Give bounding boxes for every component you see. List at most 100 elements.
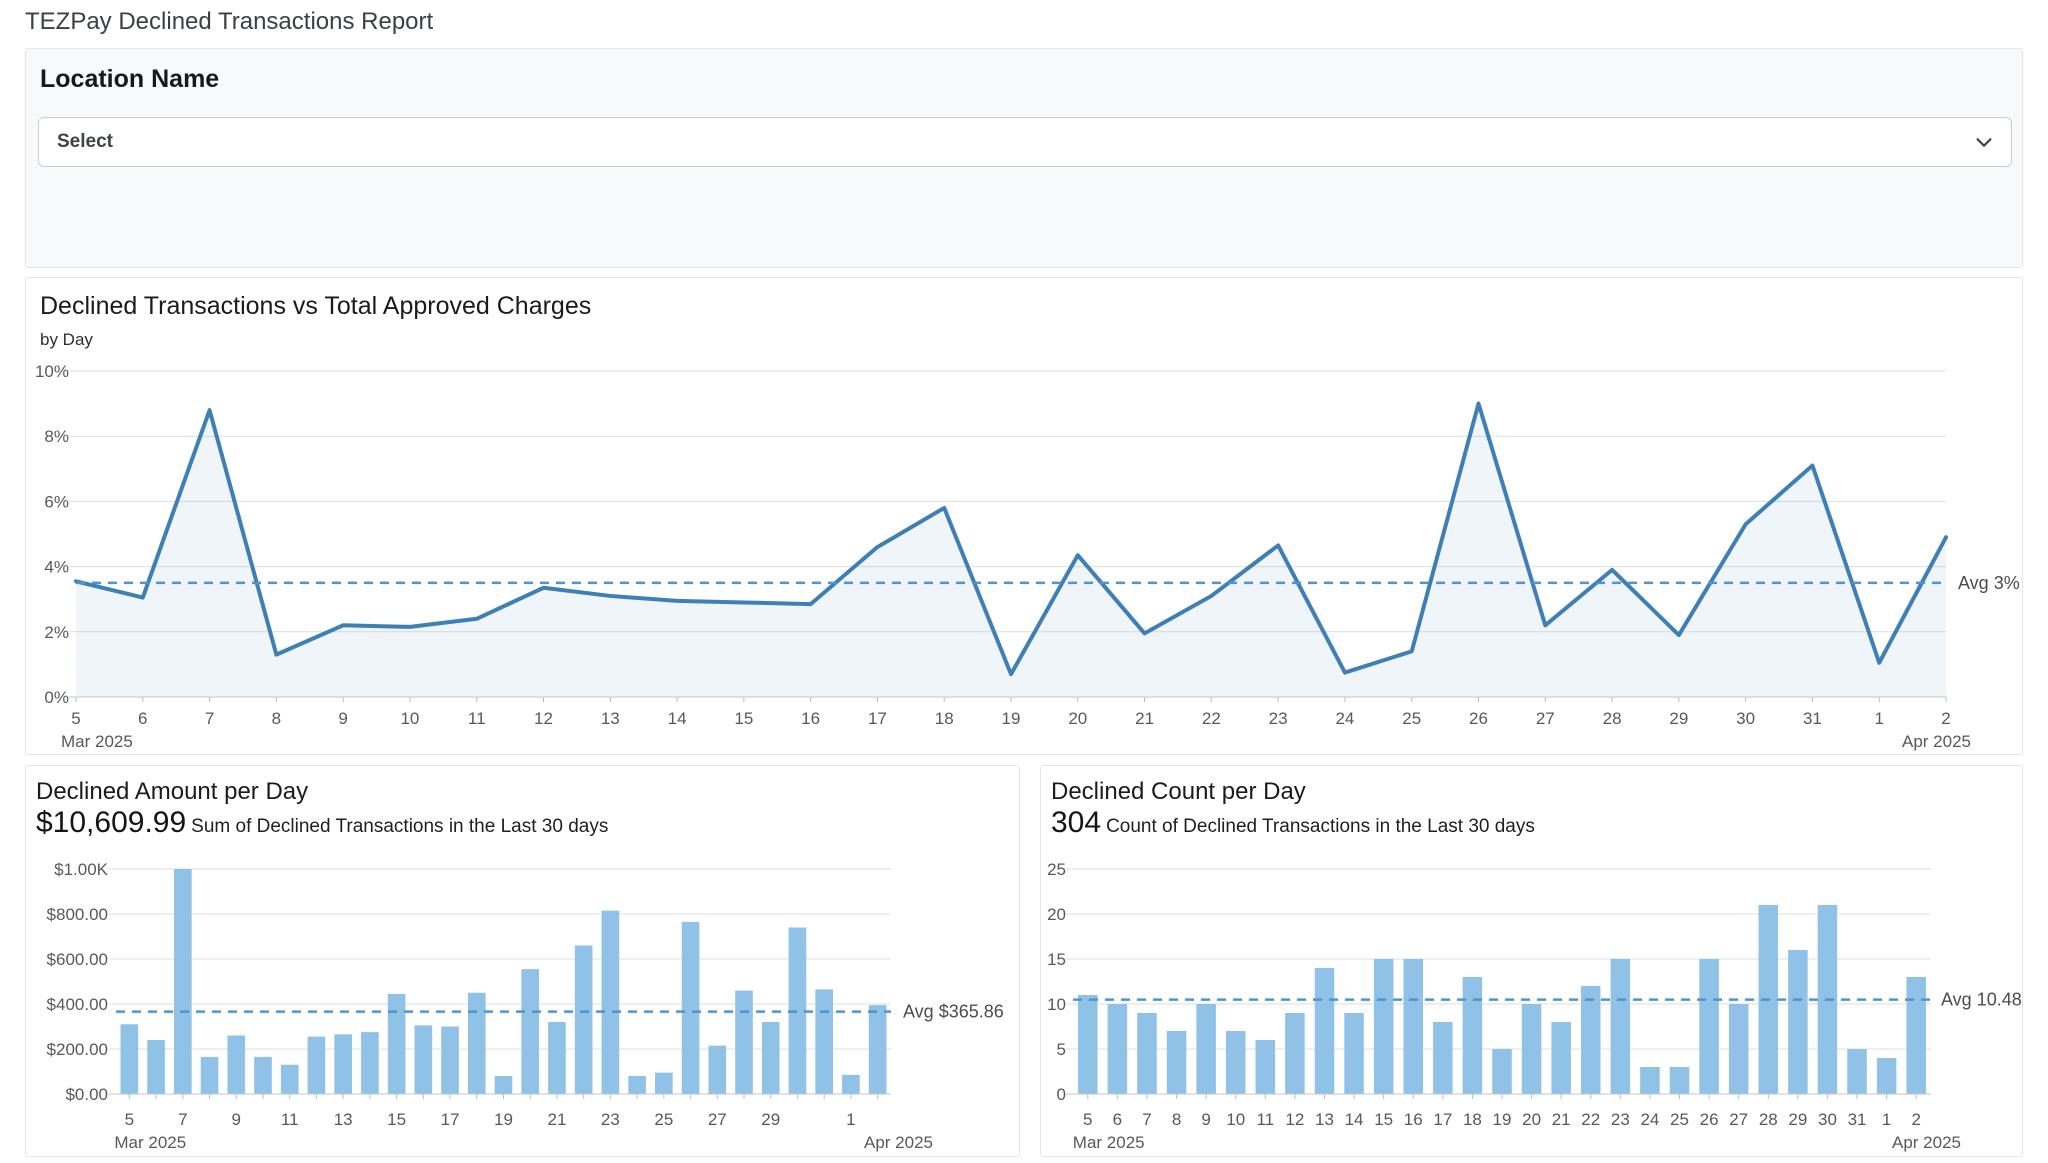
svg-text:29: 29: [761, 1110, 780, 1129]
svg-text:27: 27: [1729, 1110, 1748, 1129]
svg-text:25: 25: [654, 1110, 673, 1129]
location-name-label: Location Name: [40, 65, 220, 93]
svg-text:17: 17: [1433, 1110, 1452, 1129]
svg-text:16: 16: [1404, 1110, 1423, 1129]
svg-text:$1.00K: $1.00K: [54, 860, 109, 879]
svg-text:1: 1: [1874, 709, 1883, 728]
svg-text:9: 9: [1201, 1110, 1210, 1129]
svg-text:9: 9: [338, 709, 347, 728]
svg-text:Mar 2025: Mar 2025: [61, 732, 133, 751]
svg-text:30: 30: [1736, 709, 1755, 728]
svg-text:$600.00: $600.00: [47, 950, 108, 969]
svg-text:20: 20: [1068, 709, 1087, 728]
svg-text:11: 11: [1256, 1110, 1274, 1129]
svg-text:13: 13: [334, 1110, 353, 1129]
svg-text:8: 8: [272, 709, 281, 728]
svg-text:13: 13: [1315, 1110, 1334, 1129]
svg-text:6: 6: [138, 709, 147, 728]
svg-text:22: 22: [1202, 709, 1221, 728]
svg-text:Mar 2025: Mar 2025: [114, 1133, 186, 1152]
location-select[interactable]: Select: [38, 117, 2012, 167]
declined-rate-chart-panel: Declined Transactions vs Total Approved …: [25, 277, 2023, 755]
svg-text:8: 8: [1172, 1110, 1181, 1129]
svg-text:25: 25: [1402, 709, 1421, 728]
svg-text:11: 11: [468, 709, 486, 728]
amount-stat: $10,609.99 Sum of Declined Transactions …: [36, 806, 608, 840]
svg-text:6: 6: [1113, 1110, 1122, 1129]
svg-text:29: 29: [1669, 709, 1688, 728]
svg-text:20: 20: [1047, 905, 1066, 924]
svg-text:28: 28: [1759, 1110, 1778, 1129]
svg-text:$400.00: $400.00: [47, 995, 108, 1014]
svg-text:10: 10: [1226, 1110, 1245, 1129]
svg-text:11: 11: [281, 1110, 299, 1129]
svg-text:24: 24: [1640, 1110, 1659, 1129]
svg-text:21: 21: [547, 1110, 566, 1129]
chevron-down-icon: [1976, 138, 1992, 147]
svg-text:0%: 0%: [44, 688, 69, 707]
svg-text:1: 1: [846, 1110, 855, 1129]
svg-text:20: 20: [1522, 1110, 1541, 1129]
svg-text:5: 5: [71, 709, 80, 728]
svg-text:21: 21: [1552, 1110, 1571, 1129]
svg-text:8%: 8%: [44, 427, 69, 446]
svg-text:26: 26: [1469, 709, 1488, 728]
svg-text:15: 15: [387, 1110, 406, 1129]
svg-text:Avg 3%: Avg 3%: [1958, 573, 2020, 593]
declined-amount-chart-panel: Declined Amount per Day $10,609.99 Sum o…: [25, 765, 1020, 1157]
svg-text:7: 7: [205, 709, 214, 728]
page-title: TEZPay Declined Transactions Report: [25, 8, 434, 35]
svg-text:25: 25: [1047, 860, 1066, 879]
count-stat-caption: Count of Declined Transactions in the La…: [1106, 816, 1535, 837]
svg-text:Apr 2025: Apr 2025: [1902, 732, 1971, 751]
svg-text:2%: 2%: [44, 623, 69, 642]
svg-text:25: 25: [1670, 1110, 1689, 1129]
svg-text:24: 24: [1335, 709, 1354, 728]
count-chart-title: Declined Count per Day: [1051, 778, 1306, 805]
svg-text:19: 19: [494, 1110, 513, 1129]
svg-text:13: 13: [601, 709, 620, 728]
svg-text:Apr 2025: Apr 2025: [1892, 1133, 1961, 1152]
declined-rate-line-chart: 0%2%4%6%8%10%Avg 3%5 6 7 8 9 10 11 12 13 14 15 16 17…: [35, 362, 2020, 751]
svg-text:23: 23: [601, 1110, 620, 1129]
svg-text:6%: 6%: [44, 492, 69, 511]
svg-text:Apr 2025: Apr 2025: [864, 1133, 933, 1152]
svg-text:21: 21: [1135, 709, 1154, 728]
svg-text:19: 19: [1002, 709, 1021, 728]
rate-chart-title: Declined Transactions vs Total Approved …: [40, 292, 592, 320]
svg-text:2: 2: [1911, 1110, 1920, 1129]
svg-text:27: 27: [708, 1110, 727, 1129]
count-stat-value: 304: [1051, 806, 1102, 839]
svg-text:23: 23: [1611, 1110, 1630, 1129]
svg-text:5: 5: [1083, 1110, 1092, 1129]
svg-text:19: 19: [1493, 1110, 1512, 1129]
declined-count-chart-panel: Declined Count per Day 304 Count of Decl…: [1040, 765, 2023, 1157]
svg-text:10: 10: [400, 709, 419, 728]
svg-text:$0.00: $0.00: [65, 1085, 108, 1104]
count-stat: 304 Count of Declined Transactions in th…: [1051, 806, 1535, 840]
rate-chart-subtitle: by Day: [40, 330, 93, 349]
svg-text:16: 16: [801, 709, 820, 728]
svg-text:15: 15: [1374, 1110, 1393, 1129]
svg-text:28: 28: [1603, 709, 1622, 728]
svg-text:17: 17: [868, 709, 887, 728]
svg-text:$800.00: $800.00: [47, 905, 108, 924]
svg-text:Avg 10.48: Avg 10.48: [1941, 990, 2022, 1010]
svg-text:5: 5: [125, 1110, 134, 1129]
svg-text:26: 26: [1700, 1110, 1719, 1129]
svg-text:12: 12: [1285, 1110, 1304, 1129]
svg-text:14: 14: [1345, 1110, 1364, 1129]
svg-text:Mar 2025: Mar 2025: [1073, 1133, 1145, 1152]
svg-text:18: 18: [935, 709, 954, 728]
amount-chart-title: Declined Amount per Day: [36, 778, 309, 805]
svg-text:4%: 4%: [44, 558, 69, 577]
location-select-value: Select: [57, 131, 113, 152]
amount-stat-value: $10,609.99: [36, 806, 187, 839]
amount-stat-caption: Sum of Declined Transactions in the Last…: [191, 816, 609, 837]
svg-text:12: 12: [534, 709, 553, 728]
svg-text:9: 9: [232, 1110, 241, 1129]
svg-text:15: 15: [1047, 950, 1066, 969]
svg-text:15: 15: [734, 709, 753, 728]
